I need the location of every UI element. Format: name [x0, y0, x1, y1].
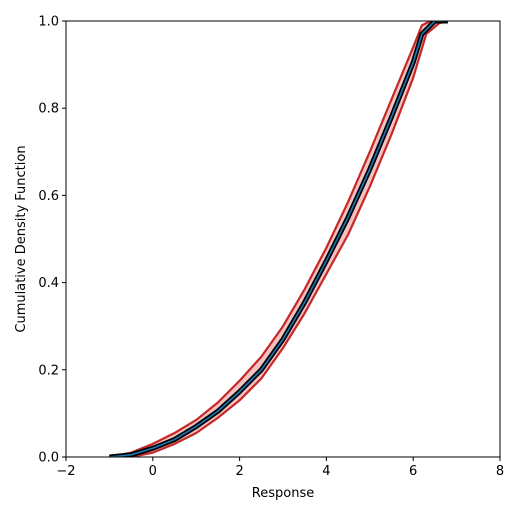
y-axis: 0.0 0.2 0.4 0.6 0.8 1.0 — [38, 15, 66, 466]
lower-bound-line — [109, 21, 449, 457]
y-tick-label: 0.2 — [38, 363, 59, 378]
x-tick-label: 6 — [409, 464, 417, 479]
y-tick-label: 0.6 — [38, 189, 59, 204]
axes-frame — [65, 20, 501, 458]
x-axis: −2 0 2 4 6 8 — [56, 457, 504, 479]
y-tick-label: 0.8 — [38, 102, 59, 117]
x-axis-label: Response — [252, 486, 314, 501]
plot-area — [109, 21, 449, 457]
x-tick-label: 0 — [149, 464, 157, 479]
x-tick-label: −2 — [56, 464, 75, 479]
y-axis-label: Cumulative Density Function — [14, 145, 29, 332]
upper-bound-line — [109, 21, 448, 457]
x-tick-label: 2 — [235, 464, 243, 479]
mean-line — [109, 21, 448, 457]
x-tick-label: 8 — [496, 464, 504, 479]
y-tick-label: 0.4 — [38, 276, 59, 291]
y-tick-label: 1.0 — [38, 15, 59, 30]
x-tick-label: 4 — [322, 464, 330, 479]
y-tick-label: 0.0 — [38, 451, 59, 466]
